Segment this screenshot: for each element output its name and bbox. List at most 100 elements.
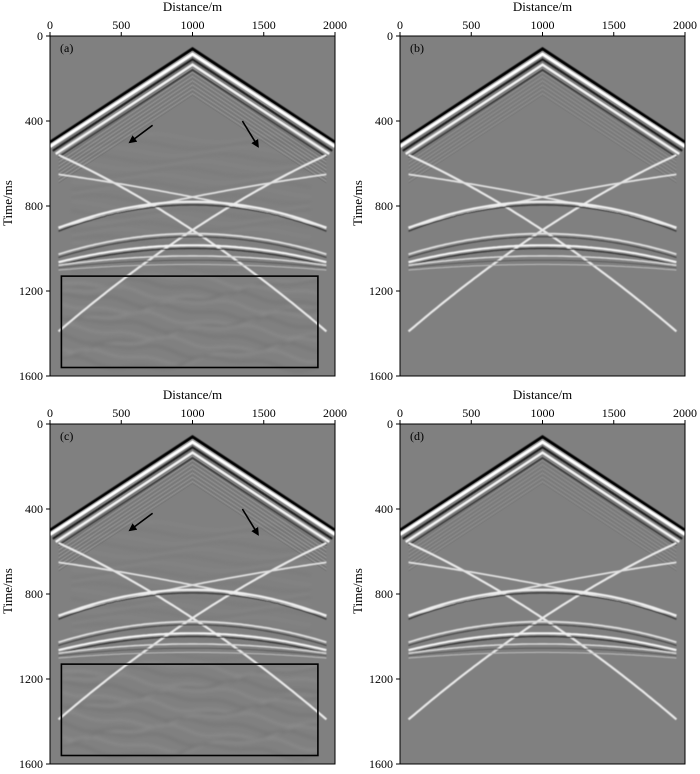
annotation-arrow [241, 120, 259, 148]
panel-label: (d) [410, 429, 424, 443]
reflection-event [58, 263, 327, 271]
ringing-line [408, 459, 677, 551]
reflection-event [408, 624, 677, 647]
direct-arrival-dark [52, 446, 333, 540]
panel-d-plot: 0 500 1000 1500 2000 0 400 800 1200 1600 (d) [369, 406, 697, 771]
y-tick-label: 1600 [19, 369, 43, 383]
y-tick-label: 800 [25, 587, 43, 601]
direct-arrival-dark [408, 457, 677, 546]
y-tick-label: 1200 [19, 284, 43, 298]
reflection-event [408, 244, 677, 264]
ringing-line [58, 95, 327, 184]
panel-label: (b) [410, 41, 424, 55]
ringing-line [58, 474, 327, 564]
y-tick-label: 1600 [369, 757, 393, 771]
reflections [407, 541, 678, 721]
ringing-line [408, 78, 677, 169]
noise-streak [71, 616, 311, 627]
reflection-event [408, 635, 677, 654]
ringing-line [58, 463, 327, 555]
x-tick-label: 1500 [602, 406, 626, 420]
y-tick-label: 1200 [369, 284, 393, 298]
noise-streak [71, 650, 311, 661]
ringing-line [58, 461, 327, 553]
y-tick-label: 800 [375, 587, 393, 601]
noise-streak [71, 568, 311, 579]
x-tick-label: 500 [462, 406, 480, 420]
panel-label: (c) [60, 429, 73, 443]
direct-arrival-dark [50, 46, 335, 144]
noise-streak [71, 643, 311, 654]
noise-streak [71, 180, 311, 191]
ringing-line [408, 92, 677, 182]
reflection-event [408, 588, 677, 618]
direct-arrival-dark [400, 46, 685, 144]
direct-arrival-bright [400, 440, 685, 536]
direct-arrival-bright [50, 440, 335, 536]
x-tick-label: 500 [112, 406, 130, 420]
noise-streak [61, 710, 318, 728]
noise-streak [71, 255, 311, 266]
panel-c: Distance/m Time/ms 0 500 1000 1500 2000 0 400 8… [0, 388, 350, 774]
direct-arrival-dark [58, 457, 327, 546]
ringing-line [408, 466, 677, 557]
noise-streak [71, 153, 311, 164]
noise-streak [71, 167, 311, 177]
y-tick-label: 1600 [369, 369, 393, 383]
ringing-line [408, 461, 677, 553]
y-tick-label: 1200 [19, 672, 43, 686]
reflection-event [408, 232, 677, 256]
x-tick-label: 1000 [181, 406, 205, 420]
noise-streak [61, 322, 318, 340]
ringing-line [408, 82, 677, 173]
ringing-line [58, 466, 327, 557]
ringing-line [408, 463, 677, 555]
direct-arrival-dark [402, 446, 683, 540]
ringing-line [58, 476, 327, 566]
x-axis-label: Distance/m [512, 0, 573, 14]
reflection-event [407, 154, 677, 333]
reflection-event [58, 588, 327, 618]
noise-streak [60, 735, 318, 754]
ringing-line [58, 480, 327, 570]
reflection-event [58, 247, 327, 266]
highlight-box [60, 275, 319, 369]
reflection-event [58, 255, 327, 267]
noise-streak [71, 146, 311, 157]
y-tick-label: 1600 [19, 757, 43, 771]
ringing-line [408, 90, 677, 180]
ringing-line [58, 75, 327, 167]
plot-background [50, 36, 335, 376]
ringing-line [58, 472, 327, 563]
direct-arrival [50, 434, 335, 546]
reflections [407, 153, 678, 333]
reflection-event [58, 643, 327, 655]
ringing-line [58, 478, 327, 568]
noise-streak [71, 194, 311, 205]
direct-arrival-bright [55, 63, 330, 155]
noise-streak [61, 743, 319, 761]
noise-streak [71, 262, 311, 273]
x-tick-label: 1500 [252, 406, 276, 420]
plot-background [400, 424, 685, 764]
x-axis-label: Distance/m [162, 0, 223, 14]
noise-streak [71, 534, 311, 545]
reflections [57, 153, 328, 333]
y-tick-label: 0 [387, 417, 393, 431]
reflection-event [408, 263, 677, 271]
y-tick-label: 400 [25, 502, 43, 516]
direct-arrival-dark [50, 434, 335, 532]
direct-arrival-bright [405, 451, 680, 543]
x-axis-label: Distance/m [512, 387, 573, 402]
ringing-line [408, 474, 677, 564]
ringing-line [58, 88, 327, 178]
reflection-event [407, 542, 677, 721]
reflection-event [58, 624, 327, 647]
noise-streak [71, 214, 311, 225]
reflection-event [58, 200, 327, 230]
noise-streak [71, 636, 311, 647]
x-tick-label: 1500 [252, 18, 276, 32]
reflection-event [408, 651, 677, 659]
x-tick-label: 0 [47, 18, 53, 32]
